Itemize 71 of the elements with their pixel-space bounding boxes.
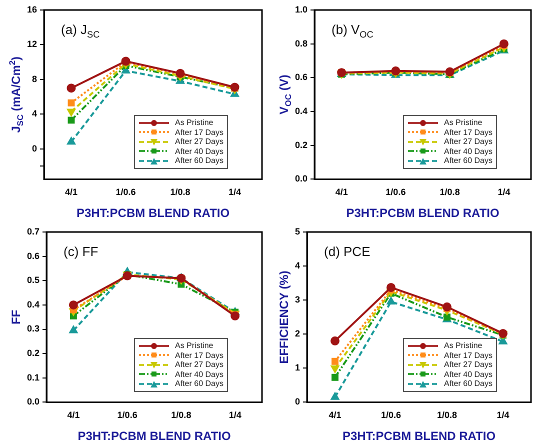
y-tick-label: 0.0 <box>26 396 40 407</box>
x-tick-label: 1/4 <box>496 410 510 420</box>
y-tick-label: 0.2 <box>26 348 40 358</box>
y-tick-label: 0.0 <box>294 174 308 184</box>
y-tick-label: 0.5 <box>26 275 40 286</box>
x-axis-title: P3HT:PCBM BLEND RATIO <box>342 429 496 443</box>
x-tick-label: 1/0.8 <box>171 410 192 420</box>
x-axis-title: P3HT:PCBM BLEND RATIO <box>76 206 230 220</box>
x-tick-label: 1/0.8 <box>436 410 458 420</box>
y-tick-label: 8 <box>32 74 38 84</box>
legend-label: After 60 Days <box>444 379 492 389</box>
x-tick-label: 1/0.8 <box>440 187 460 198</box>
x-tick-label: 1/4 <box>498 187 510 198</box>
legend-label: After 40 Days <box>444 370 492 380</box>
y-tick-label: 3 <box>294 294 300 305</box>
legend-label: After 40 Days <box>175 370 224 380</box>
y-tick-label: 0.6 <box>26 250 40 261</box>
legend-label: After 17 Days <box>444 350 492 360</box>
legend-label: After 17 Days <box>175 350 224 360</box>
y-tick-label: 0.8 <box>294 38 308 48</box>
y-axis-title: EFFICIENCY (%) <box>277 270 291 364</box>
y-axis-title: VOC (V) <box>277 74 293 115</box>
y-tick-label: 0.7 <box>26 226 40 236</box>
y-tick-label: 12 <box>26 39 38 50</box>
legend-label: After 60 Days <box>175 379 224 389</box>
x-tick-label: 1/0.6 <box>117 410 138 420</box>
y-tick-label: 2 <box>294 328 300 339</box>
y-axis-title: JSC (mA/Cm2) <box>7 56 25 133</box>
x-axis-title: P3HT:PCBM BLEND RATIO <box>346 206 500 220</box>
legend-label: After 27 Days <box>175 137 224 147</box>
x-tick-label: 1/0.8 <box>170 187 190 198</box>
x-tick-label: 1/0.6 <box>386 187 406 198</box>
y-tick-label: 0.4 <box>294 106 308 116</box>
x-tick-label: 1/4 <box>228 187 242 198</box>
legend-label: After 60 Days <box>444 156 492 166</box>
y-tick-label: 0.3 <box>26 324 40 334</box>
y-tick-label: 0.2 <box>294 140 308 150</box>
y-tick-label: 4 <box>294 260 300 271</box>
y-tick-label: 16 <box>26 4 38 14</box>
x-tick-label: 1/4 <box>228 410 242 420</box>
x-tick-label: 1/0.6 <box>380 410 402 420</box>
x-tick-label: 4/1 <box>328 410 342 420</box>
legend-label: After 27 Days <box>444 137 492 147</box>
y-tick-label: 0 <box>294 396 300 407</box>
legend-label: After 27 Days <box>175 360 224 370</box>
text: (d) PCE <box>324 244 371 259</box>
legend-label: As Pristine <box>175 341 214 351</box>
x-tick-label: 4/1 <box>67 410 80 420</box>
y-tick-label: 5 <box>294 226 300 236</box>
legend-label: After 40 Days <box>175 146 224 156</box>
y-tick-label: 0.6 <box>294 72 308 82</box>
legend-label: As Pristine <box>444 118 482 128</box>
x-tick-label: 1/0.6 <box>116 187 136 198</box>
legend-label: As Pristine <box>444 341 482 351</box>
y-tick-label: 0 <box>32 143 38 154</box>
legend-label: After 27 Days <box>444 360 492 370</box>
x-tick-label: 4/1 <box>65 187 78 198</box>
y-tick-label: 1 <box>294 362 300 373</box>
y-axis-title: FF <box>9 310 23 324</box>
text: (c) FF <box>64 244 98 259</box>
x-tick-label: 4/1 <box>335 187 348 198</box>
legend-label: After 17 Days <box>175 128 224 138</box>
y-tick-label: 4 <box>32 108 38 119</box>
legend-label: After 60 Days <box>175 156 224 166</box>
legend-label: After 17 Days <box>444 128 492 138</box>
legend-label: As Pristine <box>175 118 214 128</box>
y-tick-label: 0.1 <box>26 372 40 382</box>
y-tick-label: 1.0 <box>294 4 308 14</box>
x-axis-title: P3HT:PCBM BLEND RATIO <box>78 429 231 443</box>
y-tick-label: 0.4 <box>26 299 40 310</box>
legend-label: After 40 Days <box>444 146 492 156</box>
